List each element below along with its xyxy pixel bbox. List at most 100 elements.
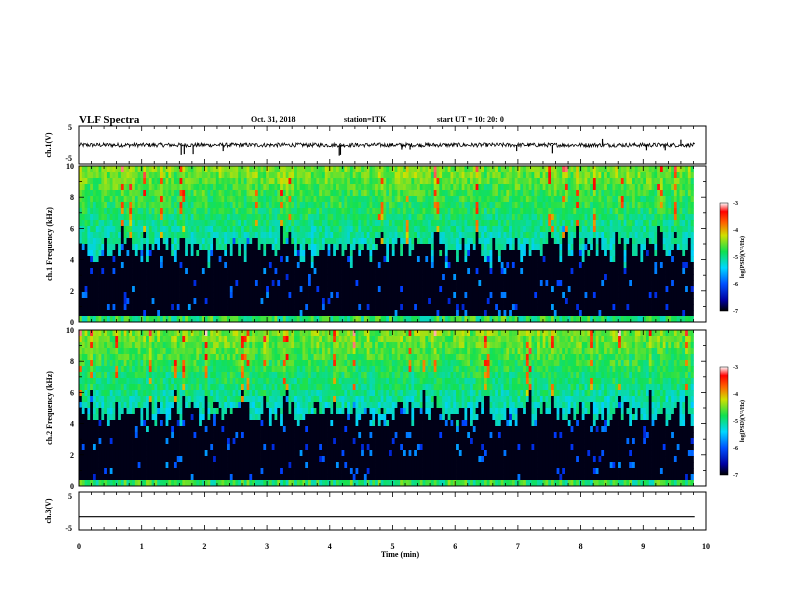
spectrogram-cell	[187, 166, 192, 173]
spectrogram-cell	[520, 190, 524, 197]
spectrogram-cell	[472, 184, 476, 191]
spectrogram-cell	[489, 196, 493, 203]
spectrogram-cell	[246, 286, 250, 293]
spectrogram-cell	[260, 196, 264, 203]
spectrogram-cell	[190, 244, 194, 251]
spectrogram-cell	[537, 250, 541, 257]
spectrogram-cell	[305, 280, 309, 287]
spectrogram-cell	[606, 280, 611, 287]
spectrogram-cell	[118, 184, 122, 191]
spectrogram-cell	[520, 268, 524, 275]
spectrogram-cell	[263, 190, 267, 197]
spectrogram-cell	[394, 208, 398, 215]
spectrogram-cell	[160, 190, 164, 197]
spectrogram-cell	[453, 202, 457, 209]
spectrogram-cell	[227, 280, 231, 287]
spectrogram-cell	[687, 286, 692, 293]
spectrogram-cell	[545, 286, 549, 293]
spectrogram-cell	[623, 292, 627, 299]
spectrogram-cell	[201, 172, 206, 179]
spectrogram-cell	[257, 268, 261, 275]
spectrogram-cell	[282, 274, 287, 281]
spectrogram-cell	[551, 274, 555, 281]
spectrogram-cell	[534, 256, 538, 263]
spectrogram-cell	[503, 166, 507, 173]
spectrogram-cell	[665, 214, 669, 221]
spectrogram-cell	[106, 220, 111, 227]
spectrogram-cell	[450, 208, 454, 215]
spectrogram-cell	[425, 172, 429, 179]
spectrogram-cell	[584, 274, 588, 281]
spectrogram-cell	[587, 214, 591, 221]
spectrogram-cell	[347, 166, 351, 173]
spectrogram-cell	[397, 232, 401, 239]
spectrogram-cell	[260, 178, 264, 185]
spectrogram-cell	[196, 292, 200, 299]
spectrogram-cell	[280, 256, 284, 263]
spectrogram-cell	[542, 220, 546, 227]
spectrogram-cell	[514, 292, 518, 299]
spectrogram-cell	[679, 214, 683, 221]
spectrogram-cell	[648, 208, 652, 215]
spectrogram-cell	[447, 190, 451, 197]
spectrogram-cell	[433, 178, 437, 185]
spectrogram-cell	[229, 190, 234, 197]
spectrogram-cell	[679, 172, 683, 179]
spectrogram-cell	[548, 214, 552, 221]
spectrogram-cell	[567, 244, 571, 251]
spectrogram-cell	[464, 286, 468, 293]
spectrogram-cell	[308, 238, 312, 245]
spectrogram-cell	[500, 232, 504, 239]
spectrogram-cell	[511, 280, 516, 287]
spectrogram-cell	[296, 280, 301, 287]
spectrogram-cell	[570, 292, 574, 299]
spectrogram-cell	[422, 226, 426, 233]
spectrogram-cell	[551, 166, 555, 173]
spectrogram-cell	[400, 178, 404, 185]
spectrogram-cell	[333, 202, 337, 209]
spectrogram-cell	[389, 274, 393, 281]
spectrogram-cell	[458, 166, 463, 173]
spectrogram-cell	[389, 214, 393, 221]
spectrogram-cell	[676, 202, 680, 209]
spectrogram-cell	[193, 214, 197, 221]
spectrogram-cell	[450, 280, 454, 287]
spectrogram-cell	[576, 178, 580, 185]
spectrogram-cell	[313, 166, 317, 173]
spectrogram-cell	[506, 208, 510, 215]
spectrogram-cell	[112, 220, 116, 227]
spectrogram-cell	[402, 256, 407, 263]
spectrogram-cell	[333, 250, 337, 257]
spectrogram-cell	[254, 256, 259, 263]
spectrogram-cell	[207, 262, 211, 269]
spectrogram-cell	[313, 250, 317, 257]
spectrogram-cell	[358, 184, 362, 191]
spectrogram-cell	[277, 172, 281, 179]
spectrogram-cell	[601, 208, 605, 215]
spectrogram-cell	[444, 286, 449, 293]
spectrogram-cell	[458, 292, 463, 299]
spectrogram-cell	[132, 250, 136, 257]
spectrogram-cell	[171, 292, 175, 299]
spectrogram-cell	[146, 190, 150, 197]
spectrogram-cell	[632, 238, 636, 245]
spectrogram-cell	[81, 250, 85, 257]
spectrogram-cell	[509, 190, 513, 197]
spectrogram-cell	[539, 226, 544, 233]
spectrogram-cell	[620, 184, 625, 191]
spectrogram-cell	[344, 178, 348, 185]
spectrogram-cell	[112, 184, 116, 191]
spectrogram-cell	[394, 226, 398, 233]
spectrogram-cell	[511, 226, 516, 233]
spectrogram-cell	[648, 286, 652, 293]
spectrogram-cell	[140, 250, 144, 257]
spectrogram-cell	[84, 280, 88, 287]
spectrogram-cell	[280, 262, 284, 269]
spectrogram-cell	[637, 280, 641, 287]
spectrogram-cell	[288, 226, 292, 233]
spectrogram-cell	[372, 172, 376, 179]
spectrogram-cell	[439, 256, 443, 263]
spectrogram-cell	[355, 172, 359, 179]
spectrogram-cell	[338, 208, 342, 215]
spectrogram-cell	[629, 178, 633, 185]
